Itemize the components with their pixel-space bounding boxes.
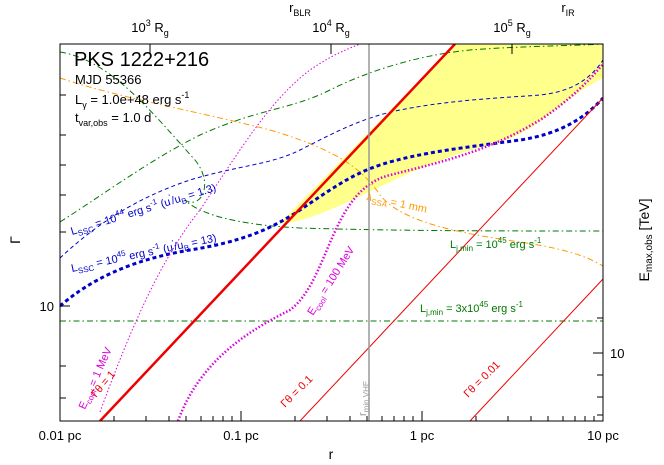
annotation-ljmin-1e45: Lj,min = 1045 erg s-1 [450,236,542,253]
y-right-main: E [636,272,652,281]
annotation-rmin-vhe: rmin,VHE [357,381,371,416]
x-tick-label: 10 pc [587,428,619,443]
y-right-sub: max,obs [644,234,655,272]
chart-title: PKS 1222+216 [74,49,209,71]
x-tick-label: 0.01 pc [39,428,82,443]
series-gt-0.01 [469,278,603,421]
info-mjd: MJD 55366 [75,72,141,87]
y-tick-label-left: 10 [40,299,54,314]
y-axis-label-right: Emax,obs [TeV] [636,199,655,282]
annotation-ljmin-3e45: Lj,min = 3x1045 erg s-1 [420,300,523,317]
series-gt-0.1 [299,97,603,421]
annotation-ssa: λSSA = 1 mm [365,191,428,217]
top-marker-blr: rBLR [289,0,311,18]
annotation-lssc-1e44: LSSC = 1044 erg s-1 (u'/uB = 1.3) [68,179,218,239]
y-axis-label-left: Γ [7,236,23,244]
x-tick-label: 1 pc [410,428,435,443]
series-ljmin-upper [60,44,603,223]
info-tvar: tvar,obs = 1.0 d [75,110,151,128]
top-marker-ir: rIR [561,0,575,18]
series-ljmin-1e45 [60,51,603,232]
x-ticks [59,44,604,421]
series-gt-1 [99,44,456,421]
x-axis-label: r [329,446,334,462]
top-tick-label: 104 Rg [312,18,350,38]
series-lssc-1e44 [60,59,603,259]
series-ecool-100mev [176,63,603,421]
annotation-gt-0.01: Γθ = 0.01 [462,359,503,400]
top-tick-label: 105 Rg [493,18,531,38]
info-luminosity: Lγ = 1.0e+48 erg s-1 [75,90,189,110]
top-tick-label: 103 Rg [131,18,169,38]
y-right-unit: [TeV] [636,199,652,235]
annotation-lssc-1e45: LSSC = 1045 erg s-1 (u'/uB = 13) [70,229,219,276]
x-tick-label: 0.1 pc [223,428,259,443]
annotation-gt-0.1: Γθ = 0.1 [279,373,316,410]
y-tick-label-right: 10 [610,346,624,361]
series-ecool-1mev [99,44,361,413]
series-ssa [60,77,603,267]
allowed-region-fill [279,44,603,224]
annotation-ecool-100mev: Ecool = 100 MeV [305,244,359,319]
